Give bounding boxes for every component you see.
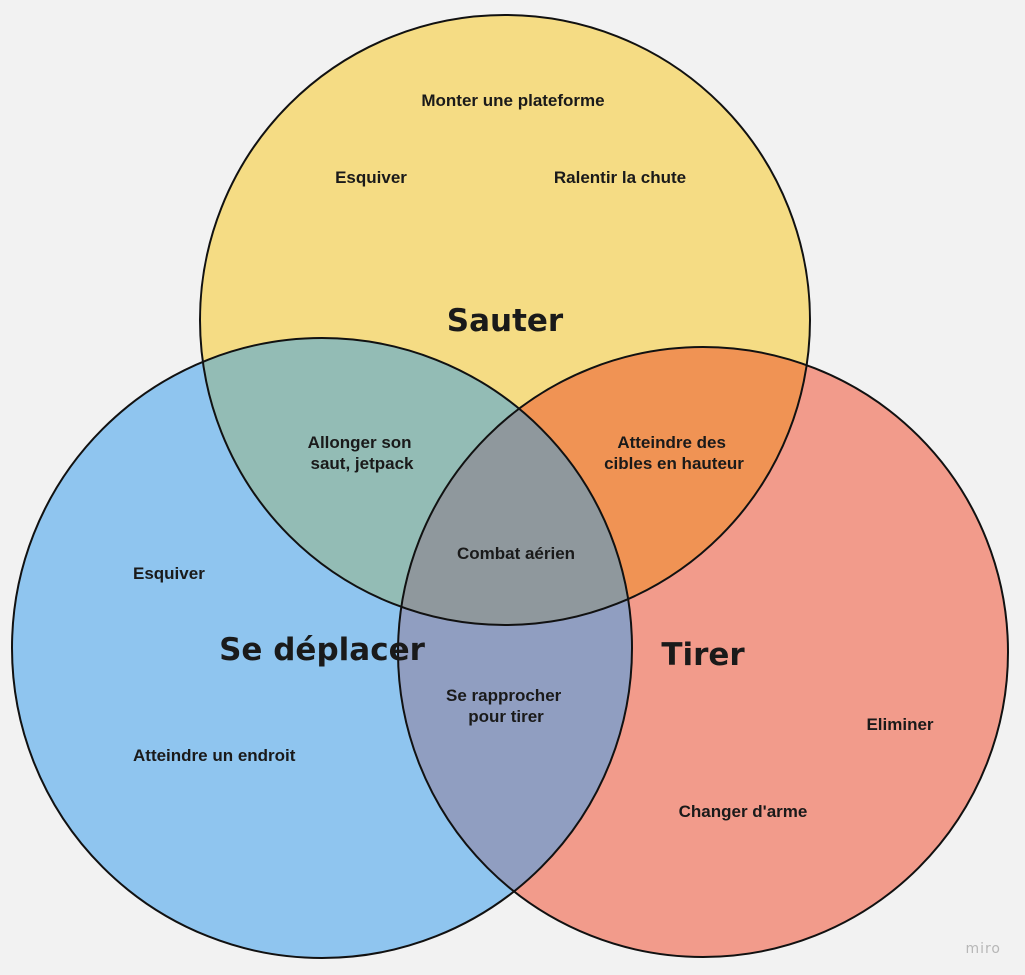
label-top-3: Ralentir la chute	[554, 168, 686, 187]
label-top-1: Monter une plateforme	[421, 91, 604, 110]
label-top-left-line-2: saut, jetpack	[311, 454, 415, 473]
label-right-1: Eliminer	[866, 715, 933, 734]
set-top-outline	[199, 14, 811, 626]
label-top-right: Atteindre des cibles en hauteur	[604, 433, 744, 473]
set-right-outline	[397, 346, 1009, 958]
set-left-outline	[11, 337, 633, 959]
label-top-right-line-1: Atteindre des	[617, 433, 726, 452]
miro-watermark: miro	[965, 941, 1001, 957]
label-left-right: Se rapprocher pour tirer	[446, 686, 566, 726]
label-left-1: Esquiver	[133, 564, 205, 583]
label-top-left-line-1: Allonger son	[308, 433, 412, 452]
set-top-title: Sauter	[447, 303, 564, 339]
label-left-2: Atteindre un endroit	[133, 746, 296, 765]
label-left-right-line-1: Se rapprocher	[446, 686, 562, 705]
label-center: Combat aérien	[457, 544, 575, 563]
set-left-title: Se déplacer	[219, 632, 425, 668]
label-right-2: Changer d'arme	[679, 802, 808, 821]
set-right-title: Tirer	[661, 637, 745, 673]
overlap-center	[398, 347, 632, 625]
label-top-2: Esquiver	[335, 168, 407, 187]
label-left-right-line-2: pour tirer	[468, 707, 544, 726]
label-top-left: Allonger son saut, jetpack	[308, 433, 417, 473]
label-top-right-line-2: cibles en hauteur	[604, 454, 744, 473]
